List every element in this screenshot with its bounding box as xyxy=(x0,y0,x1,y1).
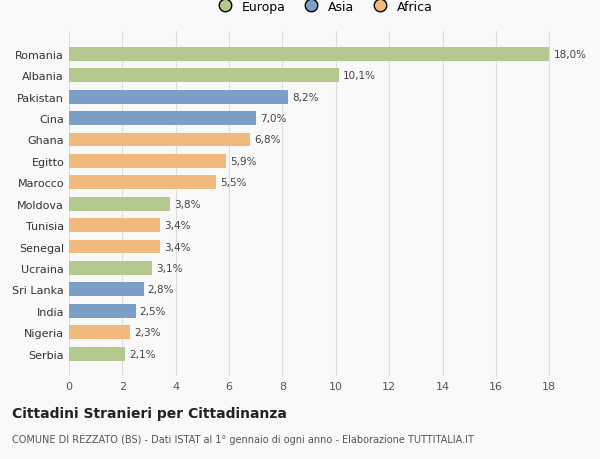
Text: 2,5%: 2,5% xyxy=(140,306,166,316)
Text: 2,1%: 2,1% xyxy=(129,349,155,359)
Bar xyxy=(69,112,256,126)
Bar xyxy=(69,155,226,168)
Bar xyxy=(69,347,125,361)
Text: Cittadini Stranieri per Cittadinanza: Cittadini Stranieri per Cittadinanza xyxy=(12,406,287,420)
Bar xyxy=(69,218,160,233)
Text: COMUNE DI REZZATO (BS) - Dati ISTAT al 1° gennaio di ogni anno - Elaborazione TU: COMUNE DI REZZATO (BS) - Dati ISTAT al 1… xyxy=(12,434,474,444)
Bar xyxy=(69,90,288,104)
Bar xyxy=(69,48,550,62)
Bar xyxy=(69,304,136,318)
Text: 5,5%: 5,5% xyxy=(220,178,246,188)
Text: 10,1%: 10,1% xyxy=(343,71,376,81)
Text: 7,0%: 7,0% xyxy=(260,114,286,124)
Text: 2,3%: 2,3% xyxy=(134,327,161,337)
Text: 3,8%: 3,8% xyxy=(175,199,201,209)
Text: 18,0%: 18,0% xyxy=(553,50,586,60)
Bar xyxy=(69,197,170,211)
Text: 2,8%: 2,8% xyxy=(148,285,174,295)
Bar xyxy=(69,283,144,297)
Text: 3,1%: 3,1% xyxy=(156,263,182,273)
Text: 3,4%: 3,4% xyxy=(164,221,190,230)
Text: 8,2%: 8,2% xyxy=(292,92,319,102)
Legend: Europa, Asia, Africa: Europa, Asia, Africa xyxy=(208,0,437,17)
Bar xyxy=(69,325,130,339)
Text: 3,4%: 3,4% xyxy=(164,242,190,252)
Bar xyxy=(69,69,338,83)
Bar xyxy=(69,261,152,275)
Text: 6,8%: 6,8% xyxy=(254,135,281,145)
Bar xyxy=(69,133,250,147)
Bar xyxy=(69,240,160,254)
Text: 5,9%: 5,9% xyxy=(230,157,257,167)
Bar xyxy=(69,176,216,190)
